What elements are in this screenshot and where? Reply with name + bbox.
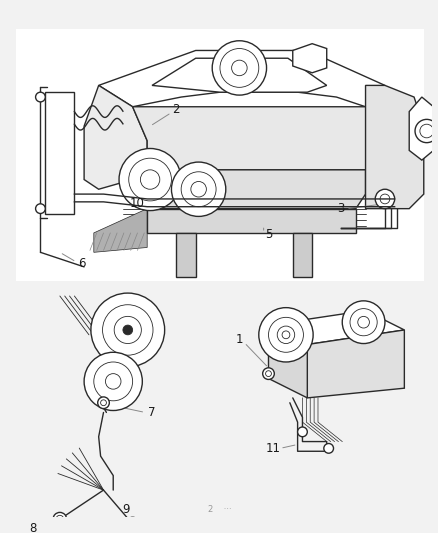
Polygon shape: [307, 330, 404, 398]
Circle shape: [119, 149, 181, 211]
Polygon shape: [45, 92, 74, 214]
Circle shape: [297, 427, 307, 437]
Polygon shape: [177, 233, 196, 277]
Circle shape: [123, 325, 133, 335]
Polygon shape: [99, 51, 385, 107]
Circle shape: [259, 308, 313, 362]
Text: 2    ···: 2 ···: [208, 505, 232, 514]
Text: 9: 9: [122, 503, 130, 516]
Circle shape: [415, 119, 438, 143]
Circle shape: [84, 352, 142, 410]
Text: 7: 7: [148, 406, 156, 419]
Polygon shape: [133, 107, 385, 170]
Polygon shape: [16, 29, 424, 281]
Circle shape: [35, 92, 45, 102]
Circle shape: [324, 443, 333, 453]
Circle shape: [35, 204, 45, 214]
Circle shape: [342, 301, 385, 344]
Circle shape: [53, 512, 67, 526]
Polygon shape: [293, 233, 312, 277]
Polygon shape: [147, 208, 356, 233]
Text: 3: 3: [338, 202, 345, 215]
Circle shape: [375, 189, 395, 208]
Polygon shape: [409, 97, 434, 160]
Polygon shape: [133, 170, 366, 208]
Polygon shape: [94, 208, 147, 252]
Polygon shape: [366, 85, 424, 208]
Text: 6: 6: [78, 257, 86, 270]
Text: 11: 11: [266, 442, 281, 455]
Polygon shape: [268, 311, 404, 344]
Circle shape: [126, 517, 139, 531]
Circle shape: [212, 41, 267, 95]
Text: 2: 2: [173, 103, 180, 116]
Circle shape: [263, 368, 274, 379]
Circle shape: [98, 397, 110, 409]
Polygon shape: [293, 44, 327, 73]
Polygon shape: [152, 58, 327, 92]
Text: 1: 1: [236, 333, 243, 346]
Polygon shape: [268, 325, 307, 398]
Polygon shape: [84, 85, 147, 189]
Text: 5: 5: [265, 228, 272, 241]
Text: 10: 10: [130, 197, 145, 211]
Circle shape: [171, 162, 226, 216]
Text: 8: 8: [29, 522, 36, 533]
Circle shape: [91, 293, 165, 367]
